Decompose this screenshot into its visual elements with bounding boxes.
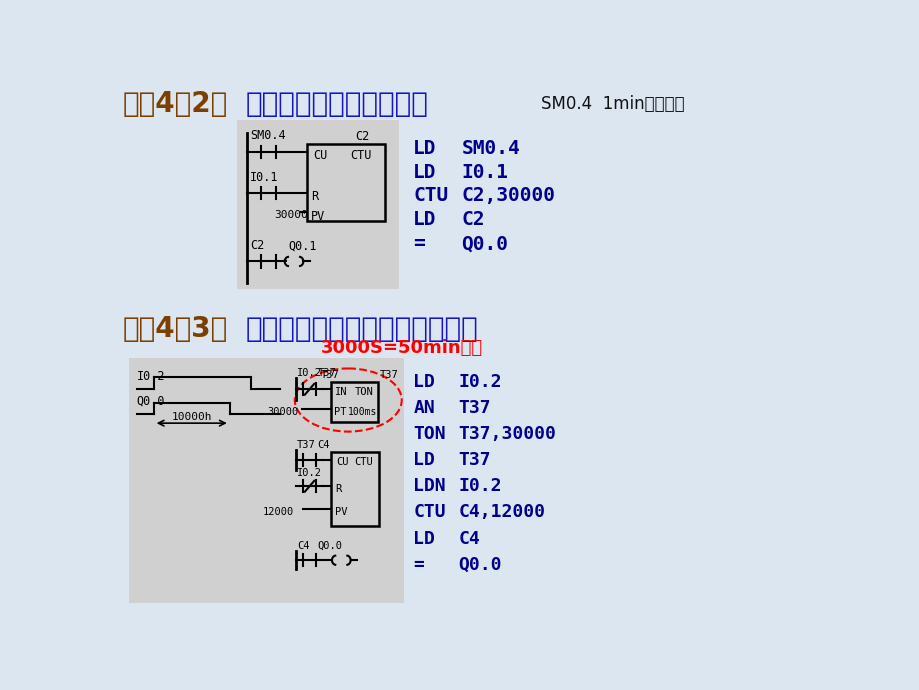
Text: R: R	[335, 484, 341, 494]
Text: LD: LD	[413, 139, 437, 158]
Bar	[236, 120, 399, 289]
Text: =: =	[413, 234, 425, 253]
Text: CU: CU	[335, 457, 348, 467]
Text: C2,30000: C2,30000	[461, 186, 555, 206]
Text: T37,30000: T37,30000	[458, 425, 556, 443]
Text: I0.1: I0.1	[250, 170, 278, 184]
Text: I0.2: I0.2	[458, 477, 501, 495]
Text: C2: C2	[250, 239, 264, 253]
Text: C4: C4	[317, 440, 329, 450]
Text: C4: C4	[458, 530, 480, 548]
Text: 12000: 12000	[263, 507, 294, 518]
Text: 10000h: 10000h	[171, 413, 211, 422]
Text: AN: AN	[413, 399, 435, 417]
Text: C2: C2	[355, 130, 369, 143]
Text: SM0.4  1min时钟脉冲: SM0.4 1min时钟脉冲	[540, 95, 684, 113]
Text: IN: IN	[335, 386, 347, 397]
Text: PT: PT	[334, 407, 346, 417]
Text: LD: LD	[413, 530, 435, 548]
Text: T37: T37	[458, 399, 491, 417]
Text: LD: LD	[413, 163, 437, 181]
Text: TON: TON	[413, 425, 446, 443]
Text: 【例4－2】: 【例4－2】	[122, 90, 228, 119]
Text: 【例4－3】: 【例4－3】	[122, 315, 228, 343]
Text: Q0.0: Q0.0	[317, 541, 342, 551]
Text: CTU: CTU	[349, 148, 370, 161]
Text: C2: C2	[461, 210, 484, 229]
Text: CU: CU	[313, 148, 327, 161]
Bar	[331, 382, 378, 422]
Text: LD: LD	[413, 373, 435, 391]
Text: SM0.4: SM0.4	[250, 129, 285, 142]
Text: 100ms: 100ms	[348, 407, 377, 417]
Text: PV: PV	[311, 210, 325, 222]
Text: T37: T37	[317, 368, 335, 377]
Text: T37: T37	[297, 440, 315, 450]
Text: I0.2: I0.2	[137, 370, 165, 383]
Text: T37: T37	[458, 451, 491, 469]
Text: 用计数器设计长延时电路: 用计数器设计长延时电路	[245, 90, 427, 119]
Bar	[129, 359, 403, 603]
Text: R: R	[311, 190, 318, 204]
Text: CTU: CTU	[354, 457, 373, 467]
Text: I0.2: I0.2	[297, 468, 322, 477]
Text: 用计数器扩展定时器的定时范围: 用计数器扩展定时器的定时范围	[245, 315, 478, 343]
Text: 30000: 30000	[267, 407, 299, 417]
Text: LD: LD	[413, 210, 437, 229]
Text: 30000: 30000	[275, 210, 308, 220]
Text: TON: TON	[354, 386, 373, 397]
Text: T37: T37	[379, 370, 398, 380]
Text: CTU: CTU	[413, 504, 446, 522]
Text: CTU: CTU	[413, 186, 448, 206]
Text: 3000S=50min定时: 3000S=50min定时	[320, 339, 482, 357]
Text: I0.2: I0.2	[297, 368, 322, 377]
Bar	[331, 453, 379, 526]
Text: I0.1: I0.1	[461, 163, 508, 181]
Text: C4: C4	[297, 541, 310, 551]
Text: Q0.0: Q0.0	[461, 234, 508, 253]
Text: Q0.0: Q0.0	[458, 556, 501, 574]
Text: PV: PV	[335, 507, 347, 518]
Text: I0.2: I0.2	[458, 373, 501, 391]
Text: C4,12000: C4,12000	[458, 504, 545, 522]
Text: LDN: LDN	[413, 477, 446, 495]
Text: SM0.4: SM0.4	[461, 139, 519, 158]
Text: Q0.1: Q0.1	[289, 239, 317, 253]
Text: T37: T37	[320, 370, 339, 380]
Text: Q0.0: Q0.0	[137, 395, 165, 408]
Bar	[307, 144, 384, 221]
Text: LD: LD	[413, 451, 435, 469]
Text: =: =	[413, 556, 424, 574]
